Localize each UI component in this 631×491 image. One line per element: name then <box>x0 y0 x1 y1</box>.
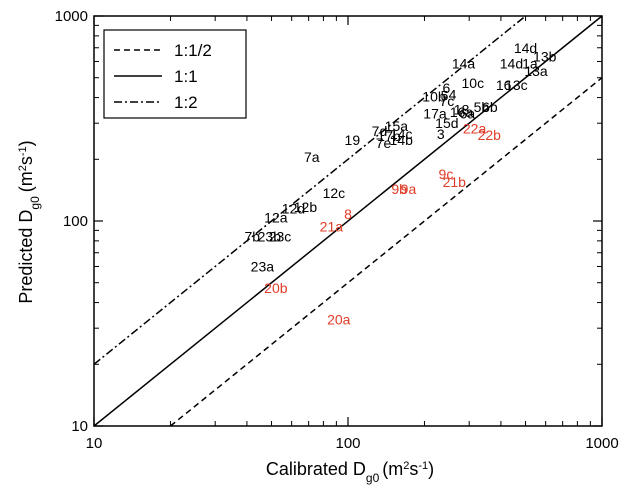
point-label-7b: 7b <box>245 229 261 245</box>
point-label-7a: 7a <box>304 149 320 165</box>
point-label-23c: 23c <box>269 229 292 245</box>
point-label-19: 19 <box>345 132 361 148</box>
reference-lines <box>93 15 603 427</box>
point-label-13a: 13a <box>524 63 548 79</box>
x-tick-label: 1000 <box>585 435 618 452</box>
point-label-12b: 12b <box>294 199 318 215</box>
legend: 1:1/2 1:1 1:2 <box>103 29 247 119</box>
axis-ticks: 10 100 1000 10 100 1000 <box>55 8 619 452</box>
point-label-10b: 10b <box>422 88 446 104</box>
x-title-sup2: -1 <box>418 460 428 472</box>
point-label-16: 16 <box>496 77 512 93</box>
point-label-8: 8 <box>344 206 352 222</box>
point-label-5b: 5b <box>474 99 490 115</box>
point-label-14b: 14b <box>390 132 414 148</box>
point-label-12a: 12a <box>264 210 288 226</box>
point-label-5: 5 <box>441 87 449 103</box>
point-label-14d: 14d <box>514 40 537 56</box>
point-label-18: 18 <box>454 101 470 117</box>
x-title-close: ) <box>428 459 434 479</box>
point-label-12c: 12c <box>323 185 346 201</box>
x-title-main: Calibrated D <box>266 459 366 479</box>
point-label-9b: 9b <box>391 181 407 197</box>
y-title-sup: 2 <box>17 165 29 171</box>
point-label-17a: 17a <box>423 105 447 121</box>
point-label-1a: 1a <box>522 56 538 72</box>
x-title-sub: g0 <box>366 471 380 485</box>
y-axis-title: Predicted Dg0 (m2s-1) <box>16 140 42 303</box>
point-label-13b: 13b <box>533 48 557 64</box>
point-label-9a: 9a <box>401 181 417 197</box>
point-label-10c: 10c <box>462 75 485 91</box>
point-label-9c: 9c <box>439 166 454 182</box>
point-label-12d: 12d <box>282 201 305 217</box>
x-axis-title: Calibrated Dg0 (m2s-1) <box>266 459 434 485</box>
point-label-21b: 21b <box>443 174 467 190</box>
reference-line-2 <box>93 15 527 365</box>
y-title-main: Predicted D <box>16 210 36 304</box>
x-title-tail: s <box>409 459 418 479</box>
legend-label-one: 1:1 <box>174 67 198 86</box>
y-title-sub: g0 <box>28 196 42 210</box>
x-title-units: (m <box>382 459 403 479</box>
y-tick-label: 10 <box>71 418 88 435</box>
point-label-16a: 16a <box>450 104 474 120</box>
point-label-15d: 15d <box>435 115 458 131</box>
x-tick-label: 10 <box>86 435 103 452</box>
point-label-23b: 23b <box>258 229 282 245</box>
point-label-6a: 6a <box>460 105 476 121</box>
point-label-20b: 20b <box>264 280 288 296</box>
legend-label-two: 1:2 <box>174 93 198 112</box>
point-label-14c: 14c <box>390 126 413 142</box>
point-label-14d: 14d <box>500 56 523 72</box>
x-title-sup: 2 <box>403 460 409 472</box>
y-title-units: (m <box>16 171 36 192</box>
legend-label-half: 1:1/2 <box>174 41 212 60</box>
y-title-sup2: -1 <box>17 146 29 156</box>
y-tick-label: 100 <box>63 213 88 230</box>
reference-line-1 <box>93 15 603 427</box>
point-label-6b: 6b <box>482 99 498 115</box>
point-label-7e: 7e <box>376 135 392 151</box>
point-label-23a: 23a <box>251 258 275 274</box>
point-label-20a: 20a <box>327 312 351 328</box>
point-label-7c: 7c <box>439 93 454 109</box>
point-label-22a: 22a <box>463 121 487 137</box>
point-label-6: 6 <box>442 80 450 96</box>
point-label-21a: 21a <box>320 219 344 235</box>
y-title-close: ) <box>16 140 36 146</box>
point-label-7d: 7d <box>372 123 388 139</box>
point-label-3: 3 <box>437 126 445 142</box>
point-label-15a: 15a <box>385 118 409 134</box>
point-label-14a: 14a <box>452 56 476 72</box>
legend-box <box>103 29 247 119</box>
point-label-4: 4 <box>449 86 457 102</box>
x-tick-label: 100 <box>335 435 360 452</box>
point-label-17b: 17b <box>377 128 401 144</box>
reference-line-0 <box>169 77 603 427</box>
y-tick-label: 1000 <box>55 8 88 25</box>
point-label-22b: 22b <box>478 127 502 143</box>
point-label-13c: 13c <box>505 77 528 93</box>
y-title-tail: s <box>16 156 36 165</box>
